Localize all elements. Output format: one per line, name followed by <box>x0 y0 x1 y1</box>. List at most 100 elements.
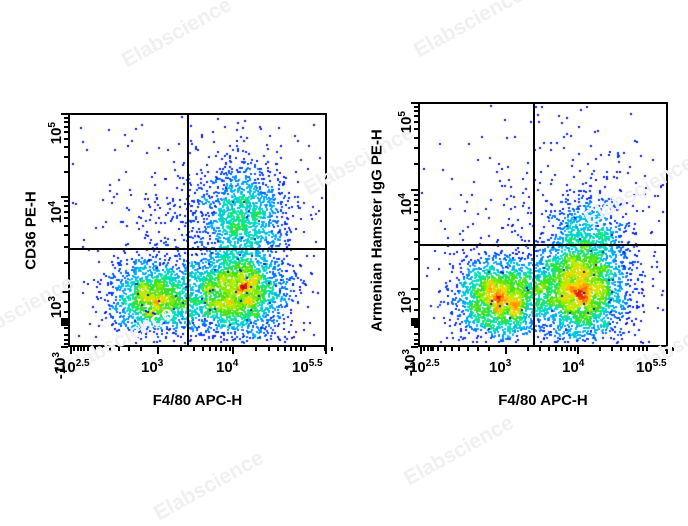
left-scatter-canvas <box>70 115 325 345</box>
right-x-tick <box>432 347 434 351</box>
left-x-tick <box>101 347 103 351</box>
right-x-tick-label: 104 <box>562 358 585 376</box>
left-y-tick <box>64 126 68 128</box>
left-x-tick <box>73 347 75 351</box>
left-y-tick <box>64 131 68 133</box>
right-x-tick <box>620 347 622 351</box>
right-x-tick <box>665 347 667 351</box>
right-x-tick <box>646 347 648 351</box>
left-y-tick <box>61 291 68 293</box>
right-x-tick <box>611 347 613 351</box>
right-x-tick <box>458 347 460 351</box>
right-y-tick <box>414 333 418 335</box>
left-y-tick <box>64 146 68 148</box>
left-x-tick <box>277 347 279 351</box>
left-y-tick <box>64 327 68 329</box>
left-x-tick <box>128 347 130 351</box>
left-x-tick <box>118 347 120 351</box>
panel-left: CD36 PE-H 105 104 103 -103 -102.5 <box>0 0 344 490</box>
left-vertical-gate[interactable] <box>187 115 189 345</box>
left-y-tick <box>64 225 68 227</box>
left-x-axis-title: F4/80 APC-H <box>152 392 243 409</box>
right-y-tick <box>414 128 418 130</box>
right-x-tick-label: 103 <box>489 358 512 376</box>
left-x-tick-label: -102.5 <box>54 358 90 376</box>
right-y-tick <box>414 326 418 328</box>
left-x-tick <box>80 347 82 351</box>
left-y-tick <box>64 339 68 341</box>
left-x-tick <box>77 347 79 351</box>
right-y-tick <box>414 106 418 108</box>
left-y-tick <box>61 346 68 348</box>
right-horizontal-gate[interactable] <box>420 244 666 246</box>
right-x-tick <box>627 347 629 351</box>
left-plot-area[interactable] <box>68 113 327 347</box>
right-x-tick-label: 105.5 <box>636 358 667 376</box>
left-x-tick <box>324 347 326 351</box>
panel-right: Armenian Hamster IgG PE-H 105 104 103 -1… <box>344 0 688 490</box>
right-x-tick <box>548 347 550 351</box>
left-x-tick <box>215 347 217 351</box>
right-y-tick <box>414 204 418 206</box>
right-y-tick <box>414 211 418 213</box>
right-x-tick <box>574 347 576 351</box>
left-y-tick <box>64 217 68 219</box>
left-x-tick-label: 105.5 <box>292 358 323 376</box>
left-x-tick <box>255 347 257 351</box>
right-y-tick <box>414 163 418 165</box>
left-y-tick <box>64 200 68 202</box>
left-y-tick-label: 104 <box>47 201 65 224</box>
right-x-tick <box>527 347 529 351</box>
right-x-tick <box>427 347 429 351</box>
left-y-tick <box>64 138 68 140</box>
right-x-tick <box>672 347 674 351</box>
left-x-tick <box>193 347 195 351</box>
right-plot-area[interactable] <box>418 102 668 347</box>
left-y-tick <box>64 171 68 173</box>
left-x-tick <box>202 347 204 351</box>
left-x-tick <box>94 347 96 351</box>
right-x-tick <box>633 347 635 351</box>
left-y-tick <box>61 196 68 198</box>
left-y-tick <box>64 311 68 313</box>
left-y-tick <box>64 117 68 119</box>
left-x-tick-label: 104 <box>216 358 239 376</box>
left-y-axis-title: CD36 PE-H <box>22 191 40 270</box>
right-axis-marker-square <box>411 318 419 326</box>
left-y-tick <box>64 246 68 248</box>
right-y-tick <box>414 298 418 300</box>
right-y-tick <box>414 219 418 221</box>
right-x-tick <box>430 347 432 351</box>
right-x-tick <box>539 347 541 351</box>
left-x-tick <box>109 347 111 351</box>
right-x-tick <box>561 347 563 351</box>
left-x-tick <box>180 347 182 351</box>
right-y-tick <box>414 110 418 112</box>
right-y-tick <box>414 241 418 243</box>
right-y-tick <box>411 102 418 104</box>
left-x-tick <box>232 347 234 354</box>
right-y-tick <box>414 309 418 311</box>
left-horizontal-gate[interactable] <box>70 248 325 250</box>
right-y-tick <box>414 343 418 345</box>
right-x-tick <box>477 347 479 351</box>
right-x-axis-title: F4/80 APC-H <box>498 392 588 409</box>
left-x-tick <box>87 347 89 351</box>
left-x-tick <box>331 347 333 351</box>
right-y-tick <box>411 189 418 191</box>
right-x-tick <box>666 347 668 354</box>
left-axis-marker-square <box>61 318 69 326</box>
left-x-tick <box>268 347 270 351</box>
right-x-tick <box>566 347 568 351</box>
left-x-tick <box>140 347 142 351</box>
right-vertical-gate[interactable] <box>533 104 535 345</box>
left-y-tick-label: 105 <box>47 122 65 145</box>
left-y-tick <box>64 301 68 303</box>
left-x-tick <box>225 347 227 351</box>
right-x-tick <box>423 347 425 351</box>
left-y-tick <box>64 156 68 158</box>
left-y-tick-label: 103 <box>47 296 65 319</box>
right-x-tick <box>505 347 507 354</box>
right-x-tick <box>451 347 453 351</box>
